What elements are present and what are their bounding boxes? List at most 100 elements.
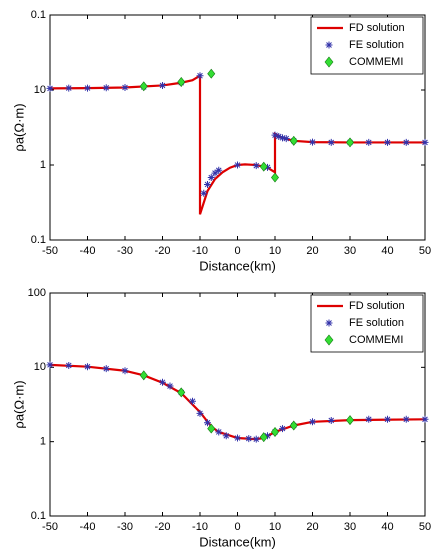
fe-point — [215, 166, 223, 174]
y-tick-label: 1 — [40, 159, 46, 171]
fe-point — [46, 84, 54, 92]
x-tick-label: -40 — [80, 521, 96, 533]
fe-point — [282, 135, 290, 143]
fe-point — [365, 138, 373, 146]
commemi-point — [271, 172, 279, 183]
fe-point — [252, 162, 260, 170]
fe-point — [65, 84, 73, 92]
fe-point — [215, 428, 223, 436]
fe-point — [384, 415, 391, 423]
legend-swatch — [325, 319, 333, 327]
x-tick-label: -30 — [117, 521, 133, 533]
fe-point — [84, 84, 91, 92]
x-tick-label: -10 — [192, 245, 208, 257]
x-tick-label: 0 — [234, 245, 240, 257]
fe-point — [196, 72, 204, 80]
commemi-point — [177, 76, 186, 87]
commemi-point — [139, 370, 148, 381]
fe-point — [159, 378, 166, 386]
fe-point — [365, 415, 373, 423]
fe-point — [264, 432, 271, 440]
fe-point — [207, 174, 215, 182]
fe-point — [402, 138, 410, 146]
legend-label: COMMEMI — [349, 334, 403, 346]
fe-point — [421, 415, 429, 423]
x-tick-label: 0 — [234, 521, 240, 533]
x-tick-label: 10 — [269, 245, 281, 257]
x-tick-label: 30 — [344, 521, 356, 533]
fe-point — [384, 138, 391, 146]
fe-point — [279, 425, 286, 433]
commemi-point — [271, 426, 279, 437]
x-tick-label: -30 — [117, 245, 133, 257]
fe-point — [102, 84, 110, 92]
fe-point — [102, 365, 110, 373]
x-tick-label: -20 — [155, 245, 171, 257]
commemi-point — [346, 415, 354, 426]
legend-swatch — [324, 334, 334, 346]
fe-point — [196, 409, 204, 417]
commemi-point — [177, 387, 186, 398]
commemi-point — [346, 137, 354, 148]
x-tick-label: 30 — [344, 245, 356, 257]
fe-point — [222, 432, 230, 440]
legend-swatch — [324, 56, 334, 68]
fe-point — [279, 134, 286, 142]
x-axis-label: Distance(km) — [199, 534, 276, 549]
fe-point — [271, 131, 279, 139]
fe-point — [65, 361, 73, 369]
x-tick-label: -50 — [42, 245, 58, 257]
legend-swatch — [325, 41, 333, 49]
x-tick-label: 20 — [306, 521, 318, 533]
fe-point — [121, 83, 129, 91]
x-tick-label: -10 — [192, 521, 208, 533]
legend-label: FD solution — [349, 22, 405, 34]
fe-point — [252, 435, 260, 443]
fe-point — [275, 132, 283, 140]
y-tick-label: 100 — [28, 287, 46, 299]
fe-point — [204, 419, 211, 427]
legend-label: COMMEMI — [349, 56, 403, 68]
y-tick-label: 0.1 — [31, 234, 46, 246]
commemi-point — [207, 68, 216, 79]
x-tick-label: 50 — [419, 521, 431, 533]
legend-label: FD solution — [349, 300, 405, 312]
fe-point — [264, 163, 271, 171]
x-tick-label: -40 — [80, 245, 96, 257]
fe-point — [189, 397, 196, 405]
fe-point — [309, 138, 316, 146]
fe-point — [159, 81, 166, 89]
legend-label: FE solution — [349, 39, 404, 51]
fe-point — [84, 363, 91, 371]
commemi-point — [259, 432, 268, 443]
x-tick-label: -20 — [155, 521, 171, 533]
fe-point — [211, 169, 219, 177]
x-axis-label: Distance(km) — [199, 258, 276, 273]
x-tick-label: 50 — [419, 245, 431, 257]
y-tick-label: 0.1 — [31, 510, 46, 522]
fe-point — [204, 180, 211, 188]
commemi-point — [289, 420, 298, 431]
fe-point — [402, 415, 410, 423]
fe-point — [327, 416, 335, 424]
commemi-point — [139, 81, 148, 92]
x-tick-label: -50 — [42, 521, 58, 533]
fe-point — [421, 138, 429, 146]
x-tick-label: 40 — [381, 245, 393, 257]
x-tick-label: 10 — [269, 521, 281, 533]
fe-point — [327, 138, 335, 146]
commemi-point — [289, 135, 298, 146]
fe-point — [245, 435, 253, 443]
y-axis-label: ρa(Ω·m) — [11, 103, 26, 151]
y-axis-label: ρa(Ω·m) — [11, 380, 26, 428]
y-tick-label: 0.1 — [31, 9, 46, 21]
y-tick-label: 10 — [34, 361, 46, 373]
fe-point — [121, 367, 129, 375]
fe-point — [309, 418, 316, 426]
commemi-point — [207, 423, 216, 434]
commemi-point — [259, 161, 268, 172]
x-tick-label: 20 — [306, 245, 318, 257]
fe-point — [234, 434, 241, 442]
fe-point — [234, 161, 241, 169]
